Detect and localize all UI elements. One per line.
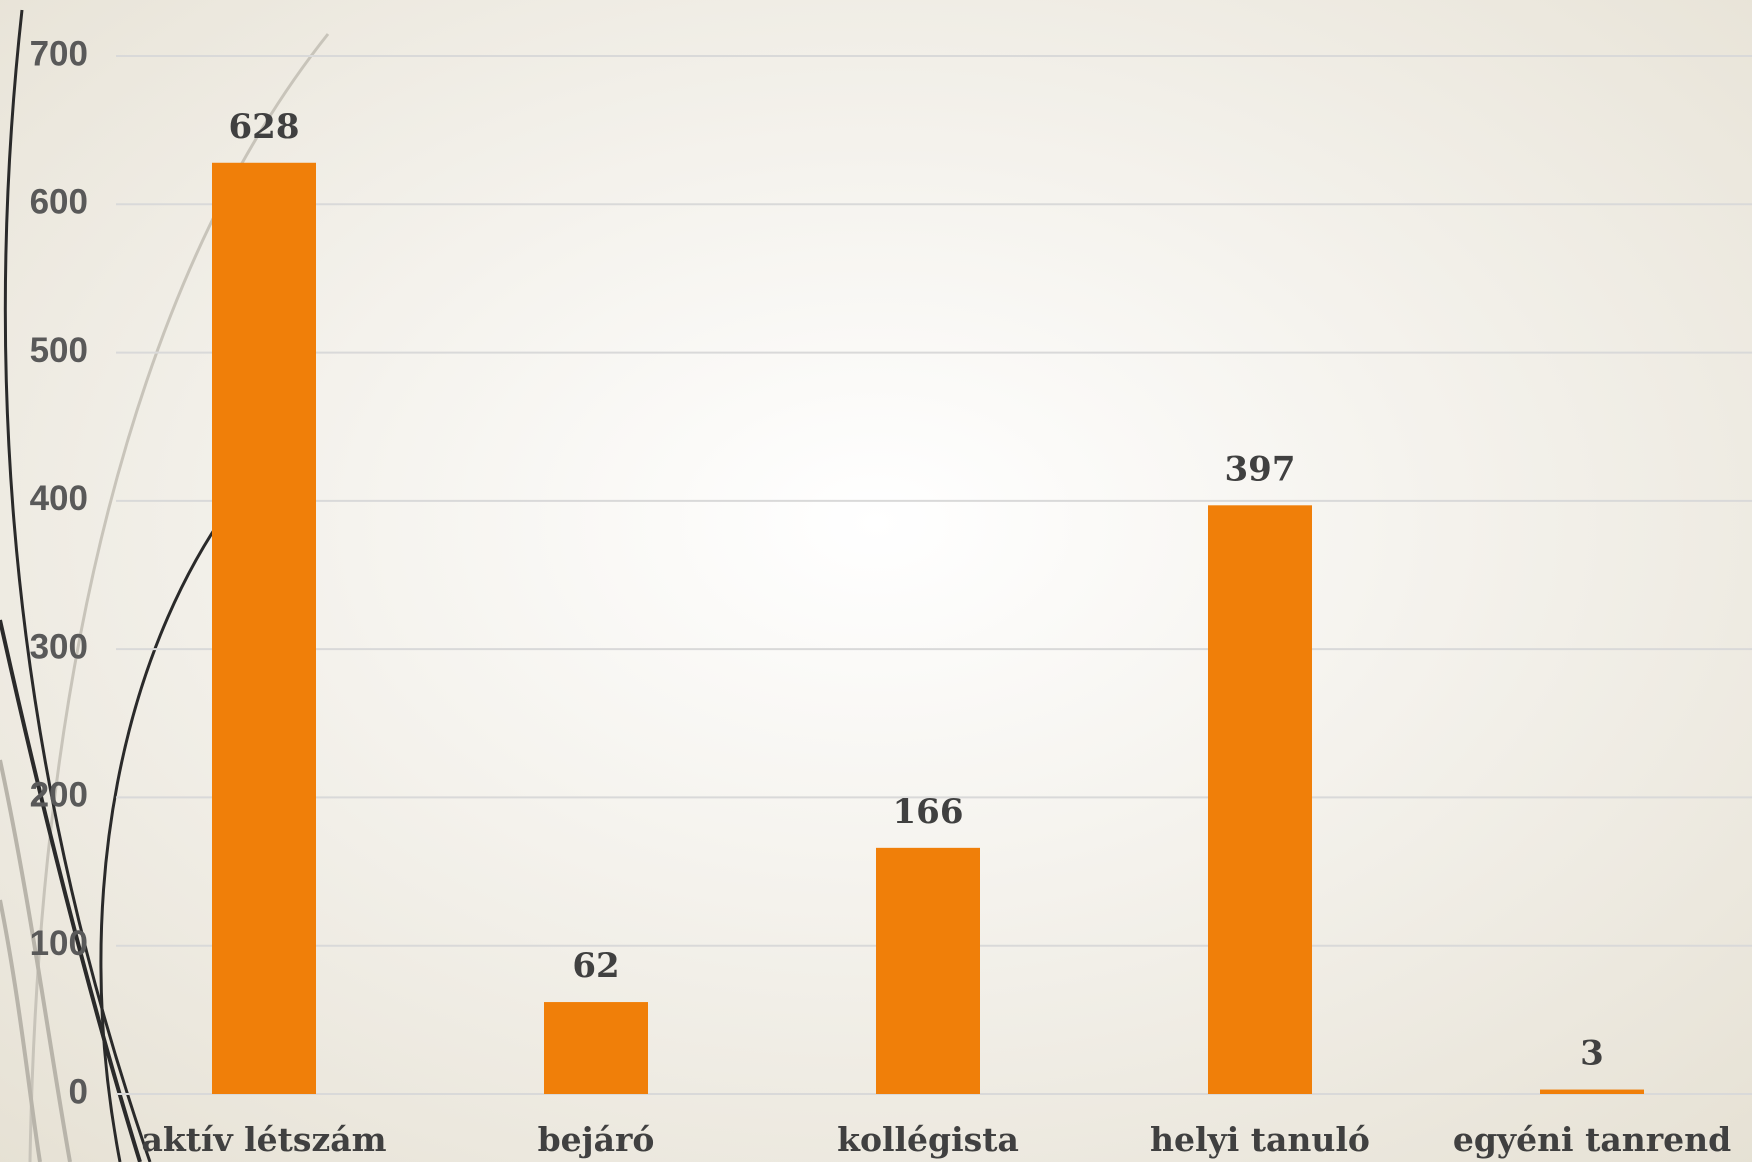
y-tick-label: 100 (30, 924, 88, 963)
y-tick-label: 700 (30, 34, 88, 73)
y-tick-label: 300 (30, 627, 88, 666)
x-tick-label: aktív létszám (141, 1120, 386, 1159)
data-label: 166 (893, 792, 964, 832)
bar (876, 847, 980, 1094)
data-label: 628 (229, 107, 300, 147)
y-tick-label: 200 (30, 776, 88, 815)
x-tick-label: bejáró (538, 1120, 655, 1159)
y-tick-label: 0 (69, 1072, 88, 1111)
bar (544, 1002, 648, 1094)
x-tick-label: kollégista (837, 1120, 1019, 1159)
y-tick-label: 400 (30, 479, 88, 518)
decoration (0, 9, 330, 1162)
x-tick-label: egyéni tanrend (1453, 1120, 1731, 1159)
bar (1208, 505, 1312, 1094)
data-label: 3 (1580, 1034, 1604, 1074)
y-tick-label: 500 (30, 331, 88, 370)
bar (1540, 1089, 1644, 1094)
x-tick-label: helyi tanuló (1150, 1120, 1370, 1159)
bar (212, 162, 316, 1094)
data-label: 397 (1225, 449, 1296, 489)
y-tick-label: 600 (30, 183, 88, 222)
data-label: 62 (572, 946, 619, 986)
